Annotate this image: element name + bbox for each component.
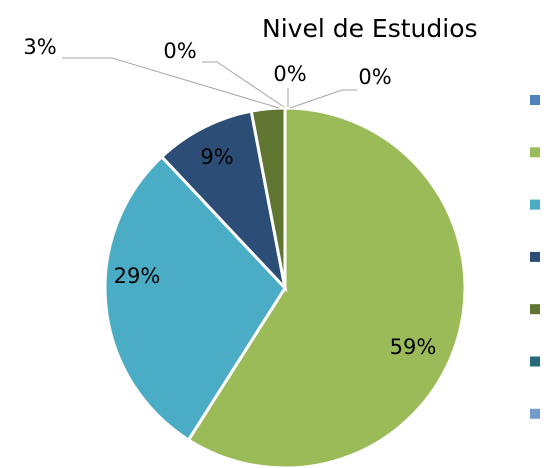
- pie-slice: [103, 154, 287, 443]
- data-label: 9%: [200, 145, 233, 169]
- data-label: 0%: [163, 39, 196, 63]
- leader-line: [202, 61, 285, 108]
- legend-marker: [530, 147, 540, 158]
- leader-line: [289, 89, 357, 109]
- legend-marker: [530, 408, 540, 419]
- leader-line: [62, 57, 280, 109]
- data-label: 3%: [23, 35, 56, 59]
- pie-slice: [159, 109, 288, 293]
- legend-marker: [530, 95, 540, 105]
- data-label: 0%: [358, 65, 391, 89]
- legend-marker: [530, 304, 540, 315]
- legend-marker: [530, 356, 540, 367]
- legend-marker: [530, 251, 540, 262]
- data-label: 59%: [390, 335, 437, 359]
- chart-title: Nivel de Estudios: [262, 14, 478, 43]
- legend-marker: [530, 199, 540, 210]
- data-label: 29%: [114, 264, 161, 288]
- data-label: 0%: [273, 62, 306, 86]
